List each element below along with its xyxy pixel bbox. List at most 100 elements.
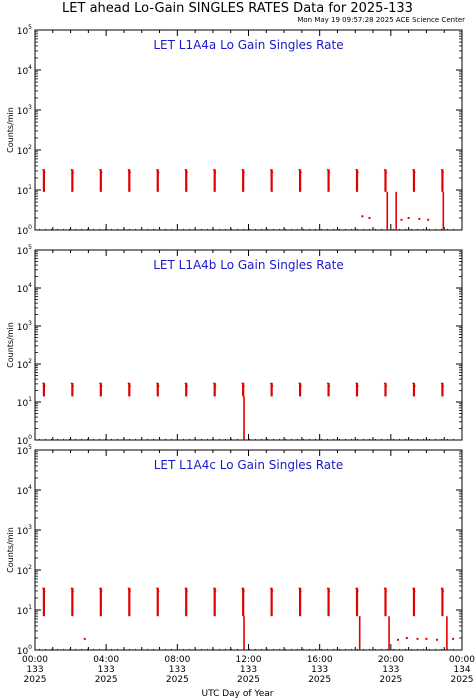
data-spike-tip [42,587,46,592]
x-tick-label: 134 [453,665,470,675]
panel-title: LET L1A4a Lo Gain Singles Rate [153,38,343,52]
data-spike-tip [184,382,189,387]
data-spike-tip [155,168,160,174]
data-spike-tip [383,382,388,387]
data-spike-tip [212,168,217,174]
plot-frame [34,29,463,231]
data-spike-tip [298,168,302,174]
x-tick-label: 133 [311,665,328,675]
data-spike-tip [383,587,388,592]
data-spike-tip [383,168,388,174]
y-tick-label: 102 [17,564,32,577]
data-spike-tip [212,382,217,387]
data-spike-tip [269,382,274,387]
data-spike-tip [184,587,189,592]
data-spike-tip [412,382,416,387]
data-spike-tip [440,587,445,592]
x-tick-label: 20:00 [378,655,404,665]
panel-title: LET L1A4b Lo Gain Singles Rate [153,258,344,272]
data-spike-tip [298,382,302,387]
data-point [400,218,403,221]
y-tick-label: 104 [17,64,32,77]
data-spike-tip [99,382,103,387]
x-tick-label: 00:00 [449,655,475,665]
panel-title: LET L1A4c Lo Gain Singles Rate [154,458,344,472]
plot-frame [34,449,463,651]
x-tick-label: 133 [169,665,186,675]
y-tick-label: 105 [17,444,32,457]
data-spike-tip [127,168,132,174]
data-point [361,215,364,218]
data-spike-tip [440,382,445,387]
x-tick-label: 2025 [451,675,474,685]
data-spike-tip [42,168,46,174]
data-spike-tip [155,587,160,592]
plot-frame [34,249,463,441]
x-tick-label: 133 [240,665,257,675]
data-spike-tip [127,587,132,592]
y-axis-label: Counts/min [6,107,15,153]
data-spike-tip [42,382,46,387]
x-tick-label: 2025 [166,675,189,685]
y-tick-label: 104 [17,282,32,295]
data-spike-tip [355,168,359,174]
x-tick-label: 12:00 [236,655,262,665]
timestamp: Mon May 19 09:57:28 2025 ACE Science Cen… [297,16,465,24]
x-tick-label: 133 [26,665,43,675]
page-title: LET ahead Lo-Gain SINGLES RATES Data for… [62,1,413,16]
data-spike-tip [326,168,331,174]
y-tick-label: 102 [17,144,32,157]
data-spike-tip [70,168,75,174]
x-tick-label: 00:00 [22,655,48,665]
y-tick-label: 100 [17,224,32,237]
x-tick-label: 16:00 [307,655,333,665]
y-tick-label: 101 [17,184,32,197]
data-point [452,637,455,640]
data-spike-tip [241,587,245,592]
x-tick-label: 2025 [24,675,47,685]
x-tick-label: 2025 [95,675,118,685]
x-axis-label: UTC Day of Year [201,689,274,699]
data-spike-tip [412,168,416,174]
data-spike-tip [355,382,359,387]
data-point [427,218,430,221]
data-spike-tip [440,168,445,174]
y-tick-label: 103 [17,104,32,117]
data-spike-tip [155,382,160,387]
x-tick-label: 133 [382,665,399,675]
y-tick-label: 103 [17,524,32,537]
data-point [418,217,421,220]
y-axis-label: Counts/min [6,322,15,368]
x-tick-label: 2025 [237,675,260,685]
x-tick-label: 133 [98,665,115,675]
y-tick-label: 103 [17,320,32,333]
data-point [396,638,399,641]
data-point [368,216,371,219]
data-spike-tip [326,382,331,387]
y-tick-label: 100 [17,434,32,447]
y-tick-label: 100 [17,644,32,657]
data-spike-tip [412,587,416,592]
y-tick-label: 102 [17,358,32,371]
data-spike-tip [99,587,103,592]
data-spike-tip [70,382,75,387]
x-tick-label: 2025 [308,675,331,685]
y-tick-label: 104 [17,484,32,497]
y-tick-label: 101 [17,604,32,617]
data-spike-tip [241,168,245,174]
data-spike-tip [99,168,103,174]
data-point [436,638,439,641]
x-tick-label: 04:00 [93,655,119,665]
x-tick-label: 08:00 [164,655,190,665]
data-spike-tip [70,587,75,592]
data-spike-tip [241,382,245,387]
data-spike-tip [184,168,189,174]
y-tick-label: 101 [17,396,32,409]
x-tick-label: 2025 [379,675,402,685]
data-spike-tip [212,587,217,592]
data-point [425,637,428,640]
data-spike-tip [269,587,274,592]
data-point [405,636,408,639]
y-axis-label: Counts/min [6,527,15,573]
